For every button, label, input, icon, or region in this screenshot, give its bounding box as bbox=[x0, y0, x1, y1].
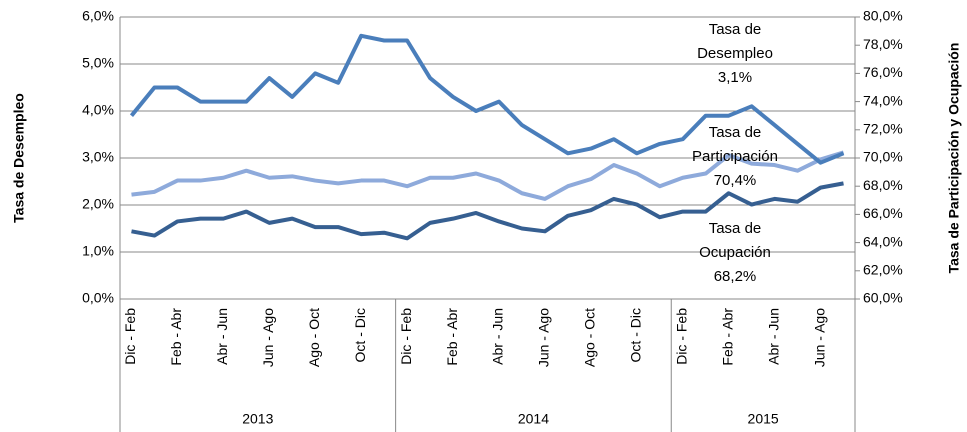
y2-tick-label: 80,0% bbox=[863, 8, 903, 24]
y2-axis-title: Tasa de Participación y Ocupación bbox=[946, 43, 962, 274]
series-line bbox=[131, 150, 845, 201]
y2-tick-label: 64,0% bbox=[863, 233, 903, 249]
x-tick-label: Jun - Ago bbox=[536, 308, 552, 367]
y2-tick-label: 76,0% bbox=[863, 64, 903, 80]
x-group-label: 2013 bbox=[242, 411, 273, 427]
x-tick-label: Jun - Ago bbox=[260, 308, 276, 367]
annotation: 70,4% bbox=[714, 172, 757, 189]
x-tick-label: Oct - Dic bbox=[352, 308, 368, 362]
series-line bbox=[131, 181, 844, 241]
x-tick-label: Abr - Jun bbox=[765, 308, 781, 365]
annotation: Desempleo bbox=[697, 45, 773, 62]
y2-tick-label: 74,0% bbox=[863, 92, 903, 108]
y2-tick-label: 70,0% bbox=[863, 149, 903, 165]
x-group-label: 2015 bbox=[748, 411, 779, 427]
annotation: Tasa de bbox=[709, 220, 762, 237]
x-group-label: 2014 bbox=[518, 411, 549, 427]
x-tick-label: Feb - Abr bbox=[168, 308, 184, 366]
y2-tick-label: 60,0% bbox=[863, 290, 903, 306]
annotation: Tasa de bbox=[709, 124, 762, 141]
x-tick-label: Dic - Feb bbox=[122, 308, 138, 365]
x-tick-label: Dic - Feb bbox=[673, 308, 689, 365]
x-tick-label: Feb - Abr bbox=[719, 308, 735, 366]
series-line bbox=[129, 33, 845, 165]
y-axis-title: Tasa de Desempleo bbox=[11, 93, 27, 223]
y-tick-label: 5,0% bbox=[82, 55, 114, 71]
x-tick-label: Jun - Ago bbox=[811, 308, 827, 367]
y-tick-label: 0,0% bbox=[82, 290, 114, 306]
x-tick-label: Dic - Feb bbox=[398, 308, 414, 365]
y-tick-label: 2,0% bbox=[82, 196, 114, 212]
y2-tick-label: 78,0% bbox=[863, 36, 903, 52]
y2-tick-label: 72,0% bbox=[863, 121, 903, 137]
x-tick-label: Oct - Dic bbox=[628, 308, 644, 362]
y2-tick-label: 68,0% bbox=[863, 177, 903, 193]
x-tick-label: Abr - Jun bbox=[214, 308, 230, 365]
annotation: Participación bbox=[692, 148, 778, 165]
y-tick-label: 1,0% bbox=[82, 243, 114, 259]
annotation: 3,1% bbox=[718, 69, 752, 86]
annotation: 68,2% bbox=[714, 268, 757, 285]
y2-tick-label: 62,0% bbox=[863, 262, 903, 278]
x-tick-label: Abr - Jun bbox=[490, 308, 506, 365]
annotation: Ocupación bbox=[699, 244, 771, 261]
x-tick-label: Ago - Oct bbox=[582, 308, 598, 367]
y-tick-label: 3,0% bbox=[82, 149, 114, 165]
x-tick-label: Feb - Abr bbox=[444, 308, 460, 366]
y2-tick-label: 66,0% bbox=[863, 205, 903, 221]
x-tick-label: Ago - Oct bbox=[306, 308, 322, 367]
y-tick-label: 6,0% bbox=[82, 8, 114, 24]
y-tick-label: 4,0% bbox=[82, 102, 114, 118]
annotation: Tasa de bbox=[709, 21, 762, 38]
